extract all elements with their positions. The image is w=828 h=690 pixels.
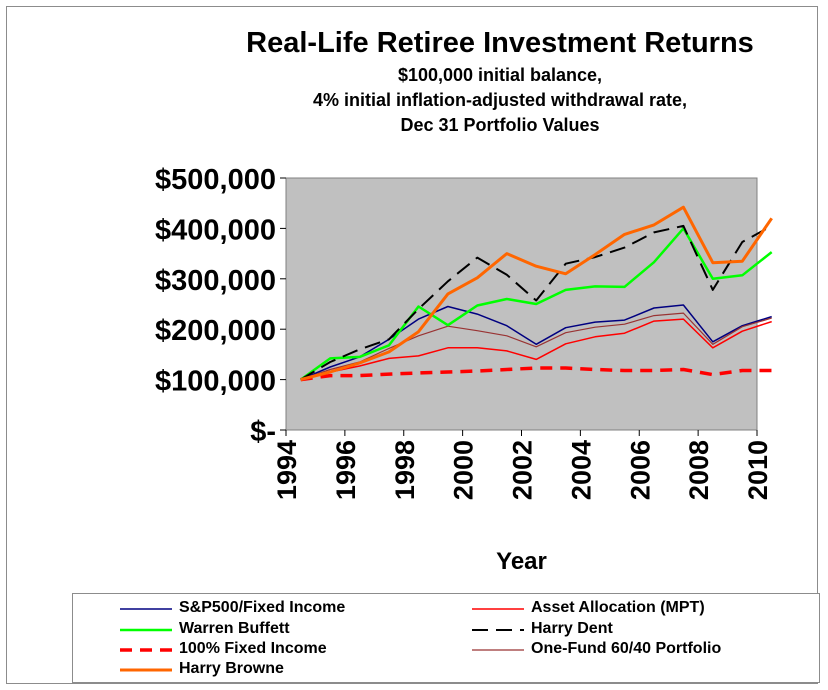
- series-line-7: [300, 205, 773, 382]
- legend: S&P500/Fixed Income Asset Allocation (MPT…: [72, 593, 820, 683]
- legend-label: One-Fund 60/40 Portfolio: [531, 640, 722, 657]
- x-tick-label: 2010: [743, 440, 773, 500]
- legend-label: Harry Dent: [531, 620, 613, 637]
- x-axis-label: Year: [496, 548, 547, 575]
- x-tick-label: 2000: [449, 440, 479, 500]
- legend-label: 100% Fixed Income: [179, 640, 327, 657]
- legend-label: Asset Allocation (MPT): [531, 599, 705, 616]
- legend-label: Warren Buffett: [179, 620, 290, 637]
- x-tick-label: 2004: [566, 440, 596, 500]
- chart-title: Real-Life Retiree Investment Returns: [246, 27, 754, 59]
- y-tick-label: $100,000: [155, 366, 276, 398]
- legend-label: Harry Browne: [179, 660, 284, 677]
- series-line-6: [300, 312, 772, 381]
- chart-subtitle-line-1: $100,000 initial balance,: [397, 65, 603, 85]
- legend-swatch: [120, 628, 172, 632]
- chart-subtitle-line-3: Dec 31 Portfolio Values: [400, 115, 600, 135]
- legend-swatch: [120, 668, 172, 672]
- series-line-1: [300, 304, 772, 381]
- x-tick-label: 1996: [331, 440, 361, 500]
- legend-swatch: [120, 648, 172, 652]
- legend-swatch: [472, 649, 524, 651]
- x-tick-label: 2008: [684, 440, 714, 500]
- legend-swatch: [472, 608, 524, 610]
- series-line-2: [300, 318, 772, 381]
- legend-label: S&P500/Fixed Income: [179, 599, 346, 616]
- y-tick-label: $300,000: [155, 265, 276, 297]
- plot-area: [285, 177, 758, 431]
- x-tick-label: 2006: [625, 440, 655, 500]
- x-tick-label: 1998: [390, 440, 420, 500]
- y-tick-label: $200,000: [155, 315, 276, 347]
- y-tick-label: $500,000: [155, 164, 276, 196]
- series-line-4: [300, 224, 773, 381]
- x-tick-label: 2002: [508, 440, 538, 500]
- chart-subtitle-line-2: 4% initial inflation-adjusted withdrawal…: [312, 90, 688, 110]
- y-tick-label: $-: [250, 416, 276, 448]
- legend-swatch: [472, 629, 524, 631]
- x-tick-label: 1994: [272, 440, 302, 500]
- y-tick-label: $400,000: [155, 214, 276, 246]
- legend-swatch: [120, 608, 172, 610]
